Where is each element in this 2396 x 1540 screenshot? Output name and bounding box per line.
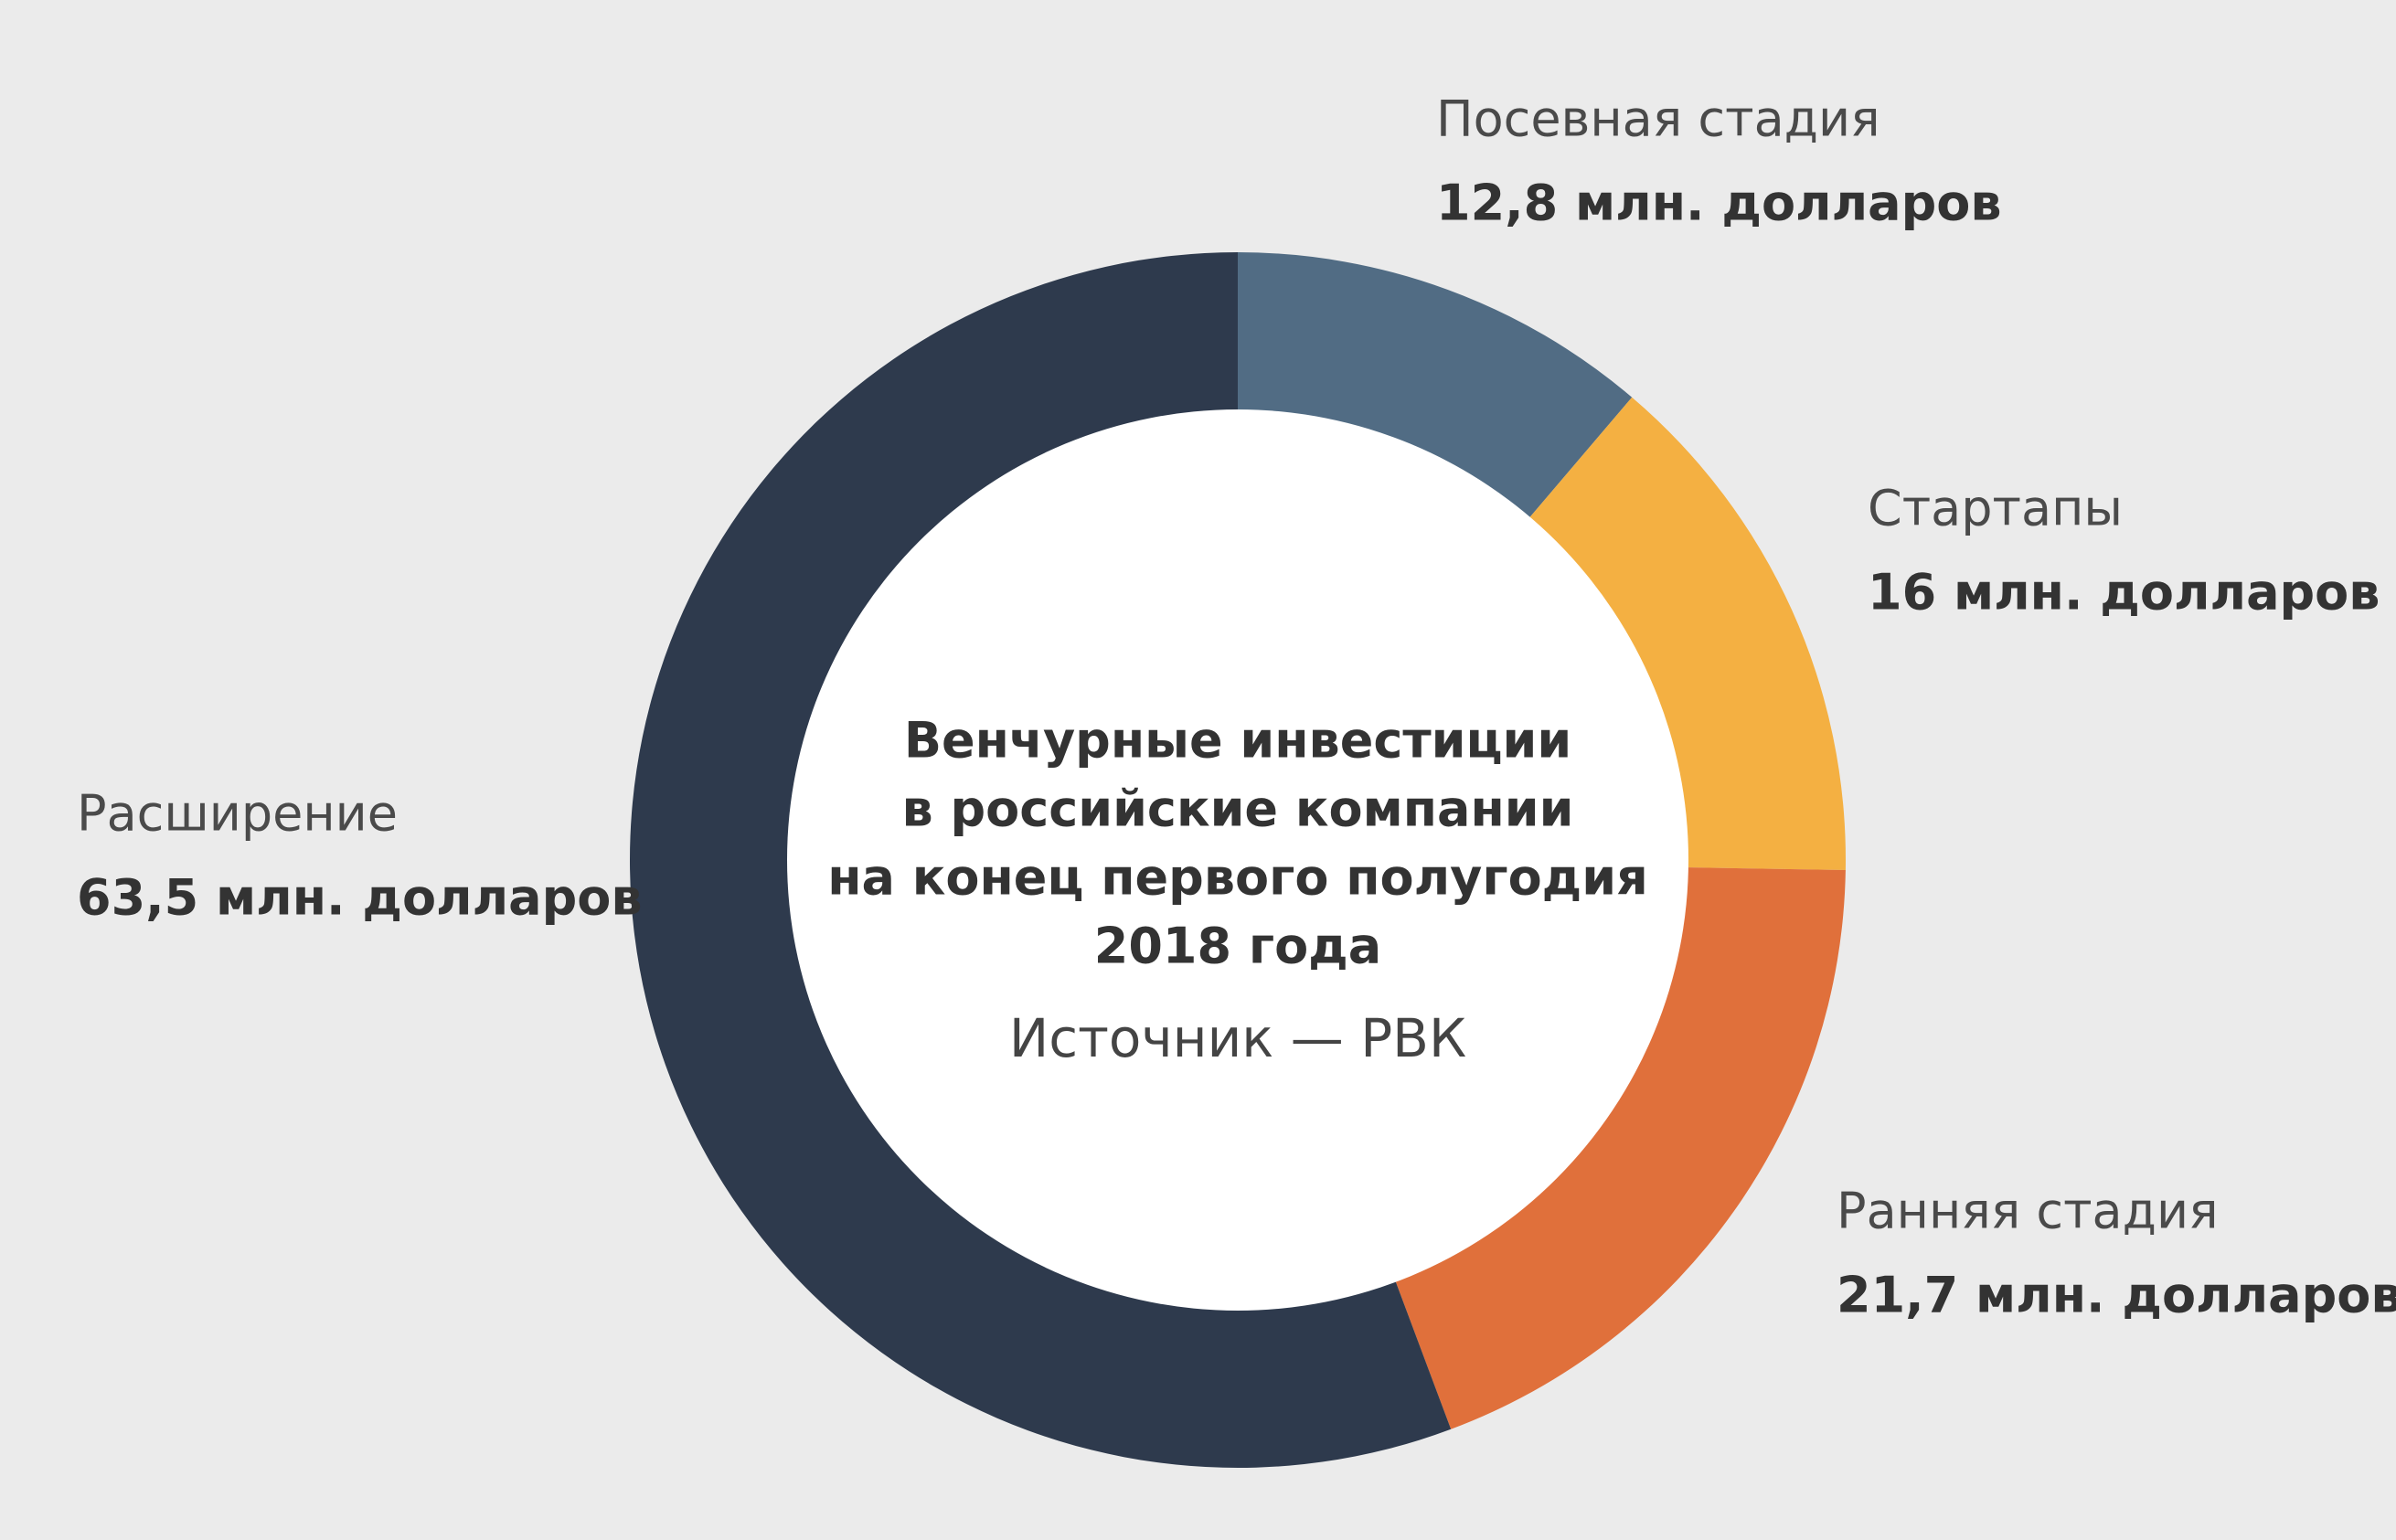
category-label: Посевная стадия (1436, 90, 1880, 148)
value-label: 63,5 млн. долларов (77, 869, 643, 927)
chart-title: на конец первого полугодия (827, 849, 1648, 907)
donut (630, 252, 1846, 1469)
chart-title: 2018 года (1094, 918, 1381, 975)
chart-title: Венчурные инвестиции (904, 712, 1571, 770)
value-label: 21,7 млн. долларов (1837, 1267, 2396, 1324)
donut-segment (1522, 397, 1846, 870)
value-label: 12,8 млн. долларов (1436, 175, 2002, 232)
donut-segment (1238, 252, 1633, 526)
value-label: 16 млн. долларов (1868, 564, 2380, 621)
category-label: Стартапы (1868, 480, 2123, 537)
category-label: Ранняя стадия (1837, 1183, 2219, 1240)
donut-hole (787, 409, 1688, 1311)
chart-title: в российские компании (902, 781, 1574, 838)
category-label: Расширение (77, 785, 398, 843)
donut-segment (1391, 866, 1846, 1429)
donut-segment (630, 252, 1452, 1469)
chart-subtitle: Источник — РВК (1009, 1007, 1466, 1069)
